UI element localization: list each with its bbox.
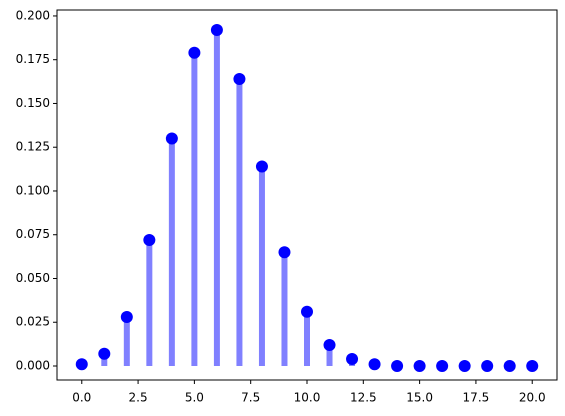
y-tick-label: 0.075 [16,227,50,241]
marker [98,347,111,360]
marker [165,132,178,145]
marker [278,246,291,259]
marker [458,359,471,372]
marker [143,233,156,246]
marker [323,338,336,351]
x-tick-label: 10.0 [294,391,321,405]
marker [188,46,201,59]
marker [436,359,449,372]
x-tick-label: 20.0 [519,391,546,405]
marker [526,359,539,372]
marker [391,359,404,372]
marker [346,352,359,365]
marker [255,160,268,173]
y-tick-label: 0.100 [16,183,50,197]
marker [503,359,516,372]
x-tick-label: 7.5 [241,391,260,405]
y-tick-label: 0.000 [16,358,50,372]
y-tick-label: 0.150 [16,96,50,110]
marker [120,310,133,323]
x-tick-label: 17.5 [463,391,490,405]
marker [210,23,223,36]
y-tick-label: 0.125 [16,140,50,154]
marker [413,359,426,372]
marker [481,359,494,372]
x-tick-label: 0.0 [72,391,91,405]
marker [233,72,246,85]
plot-frame [56,9,558,381]
x-tick-label: 15.0 [406,391,433,405]
y-tick-label: 0.175 [16,52,50,66]
x-tick-label: 12.5 [350,391,377,405]
marker [301,305,313,318]
x-tick-label: 2.5 [129,391,148,405]
y-tick-label: 0.025 [16,315,50,329]
marker [75,358,88,371]
y-tick-label: 0.050 [16,271,50,285]
x-tick-label: 5.0 [185,391,204,405]
marker [368,358,381,371]
y-tick-label: 0.200 [16,8,50,22]
